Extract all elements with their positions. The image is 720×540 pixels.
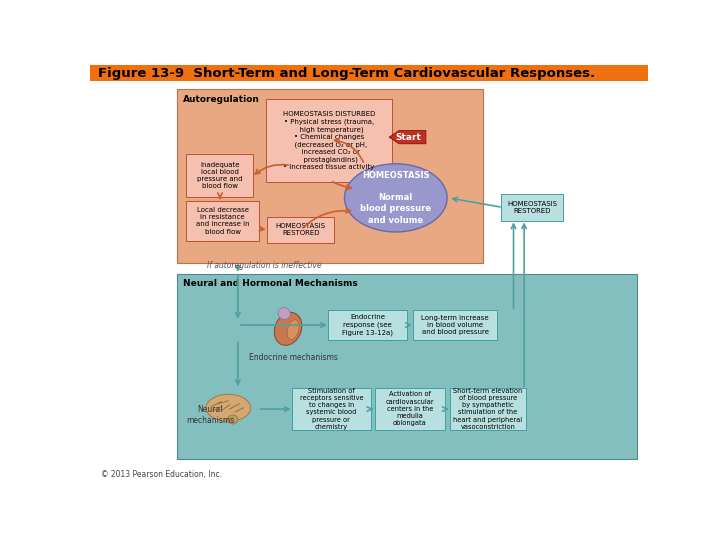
Text: Activation of
cardiovascular
centers in the
medulla
oblongata: Activation of cardiovascular centers in …	[385, 392, 434, 427]
FancyBboxPatch shape	[450, 388, 526, 430]
Text: Start: Start	[396, 133, 421, 141]
Ellipse shape	[344, 164, 447, 232]
FancyBboxPatch shape	[186, 201, 259, 241]
FancyBboxPatch shape	[413, 310, 498, 341]
FancyBboxPatch shape	[267, 217, 334, 243]
Ellipse shape	[228, 415, 238, 424]
Text: Neural and Hormonal Mechanisms: Neural and Hormonal Mechanisms	[183, 279, 357, 288]
Text: Inadequate
local blood
pressure and
blood flow: Inadequate local blood pressure and bloo…	[197, 161, 243, 190]
Text: Short-term elevation
of blood pressure
by sympathetic
stimulation of the
heart a: Short-term elevation of blood pressure b…	[453, 388, 523, 430]
FancyBboxPatch shape	[501, 194, 563, 221]
Text: HOMEOSTASIS DISTURBED
• Physical stress (trauma,
  high temperature)
• Chemical : HOMEOSTASIS DISTURBED • Physical stress …	[283, 111, 375, 170]
FancyBboxPatch shape	[177, 274, 637, 458]
Text: HOMEOSTASIS
RESTORED: HOMEOSTASIS RESTORED	[507, 201, 557, 214]
FancyBboxPatch shape	[374, 388, 445, 430]
Text: Neural
mechanisms: Neural mechanisms	[186, 405, 234, 424]
Text: © 2013 Pearson Education, Inc.: © 2013 Pearson Education, Inc.	[101, 469, 222, 478]
Text: HOMEOSTASIS
RESTORED: HOMEOSTASIS RESTORED	[276, 223, 325, 237]
Text: Local decrease
in resistance
and increase in
blood flow: Local decrease in resistance and increas…	[196, 207, 249, 234]
Ellipse shape	[287, 320, 299, 340]
Polygon shape	[389, 131, 426, 144]
Text: If autoregulation is ineffective: If autoregulation is ineffective	[207, 261, 322, 269]
Text: Stimulation of
receptors sensitive
to changes in
systemic blood
pressure or
chem: Stimulation of receptors sensitive to ch…	[300, 388, 363, 430]
Text: HOMEOSTASIS

Normal
blood pressure
and volume: HOMEOSTASIS Normal blood pressure and vo…	[360, 171, 431, 225]
Ellipse shape	[278, 308, 290, 319]
FancyBboxPatch shape	[266, 99, 392, 183]
Ellipse shape	[274, 312, 302, 345]
Text: Endocrine
response (see
Figure 13-12a): Endocrine response (see Figure 13-12a)	[342, 314, 393, 336]
FancyBboxPatch shape	[177, 89, 483, 263]
Text: Long-term increase
in blood volume
and blood pressure: Long-term increase in blood volume and b…	[421, 315, 489, 335]
FancyBboxPatch shape	[328, 310, 407, 341]
Bar	[90, 65, 648, 80]
Text: Autoregulation: Autoregulation	[183, 94, 259, 104]
FancyBboxPatch shape	[292, 388, 371, 430]
FancyBboxPatch shape	[186, 154, 253, 197]
Text: Figure 13-9  Short-Term and Long-Term Cardiovascular Responses.: Figure 13-9 Short-Term and Long-Term Car…	[99, 68, 595, 80]
Text: Endocrine mechanisms: Endocrine mechanisms	[249, 354, 338, 362]
Ellipse shape	[206, 394, 251, 421]
